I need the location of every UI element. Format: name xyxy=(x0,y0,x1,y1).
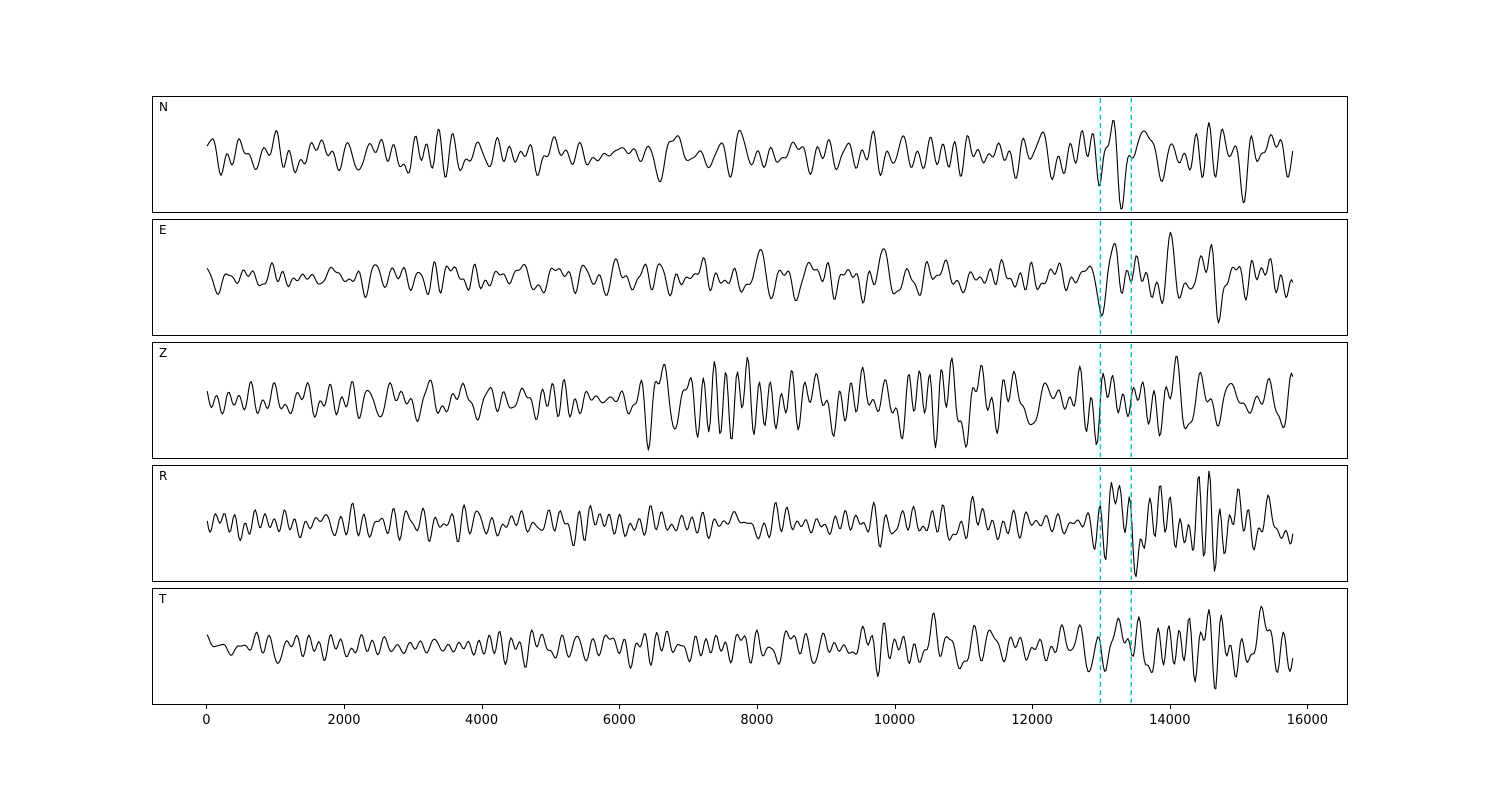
channel-label-r: R xyxy=(159,469,168,483)
x-tick-label: 12000 xyxy=(1011,713,1053,728)
x-tick-label: 14000 xyxy=(1149,713,1191,728)
x-tick-label: 8000 xyxy=(740,713,774,728)
channel-panel-e: E xyxy=(152,219,1348,336)
x-tick xyxy=(1032,705,1034,709)
channel-panel-n: N xyxy=(152,96,1348,213)
waveform-trace-t xyxy=(206,605,1294,690)
x-tick xyxy=(206,705,208,709)
channel-label-t: T xyxy=(159,592,167,606)
x-tick xyxy=(756,705,758,709)
waveform-trace-n xyxy=(206,120,1294,210)
waveform-plot-z xyxy=(206,343,1294,458)
waveform-plot-n xyxy=(206,97,1294,212)
x-tick xyxy=(1169,705,1171,709)
waveform-plot-t xyxy=(206,589,1294,704)
waveform-plot-e xyxy=(206,220,1294,335)
channel-label-e: E xyxy=(159,223,167,237)
x-tick-label: 2000 xyxy=(327,713,361,728)
x-tick xyxy=(1307,705,1309,709)
waveform-trace-z xyxy=(206,355,1294,451)
channel-label-n: N xyxy=(159,100,168,114)
waveform-plot-r xyxy=(206,466,1294,581)
x-tick-label: 10000 xyxy=(873,713,916,728)
x-tick-label: 16000 xyxy=(1286,713,1329,728)
x-tick xyxy=(344,705,345,709)
waveform-trace-e xyxy=(206,231,1294,324)
x-tick xyxy=(481,705,483,709)
x-tick-label: 0 xyxy=(202,713,211,728)
x-tick xyxy=(619,705,621,709)
x-tick-label: 4000 xyxy=(465,713,499,728)
channel-panel-z: Z xyxy=(152,342,1348,459)
waveform-trace-r xyxy=(206,470,1294,578)
channel-panel-r: R xyxy=(152,465,1348,582)
x-tick-label: 6000 xyxy=(602,713,636,728)
x-tick xyxy=(894,705,896,709)
channel-label-z: Z xyxy=(159,346,168,360)
channel-panel-t: T xyxy=(152,588,1348,705)
